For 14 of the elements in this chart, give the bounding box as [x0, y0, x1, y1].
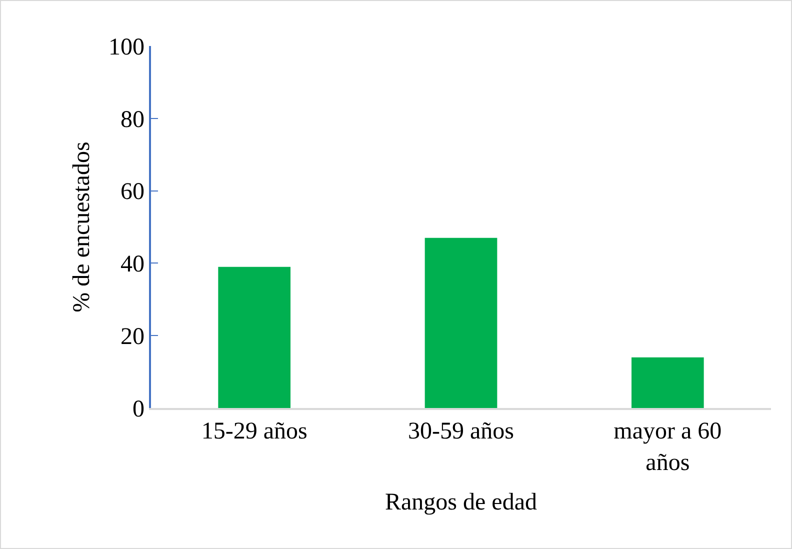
y-axis-title: % de encuestados [69, 142, 96, 312]
y-tick-label: 0 [132, 396, 144, 422]
bar [424, 238, 498, 408]
y-tick-label: 100 [108, 34, 144, 60]
x-axis-title: Rangos de edad [385, 490, 537, 516]
x-tick-label: 15-29 años [201, 418, 308, 445]
y-tick-label: 60 [120, 179, 144, 206]
y-tick-label: 20 [120, 324, 144, 350]
y-tick-label: 40 [120, 252, 144, 278]
bar [632, 357, 704, 408]
x-tick-label: 30-59 años [408, 418, 514, 445]
x-tick-label: mayor a 60 años [614, 418, 722, 476]
y-tick-label: 80 [120, 106, 144, 133]
bar [218, 266, 290, 408]
